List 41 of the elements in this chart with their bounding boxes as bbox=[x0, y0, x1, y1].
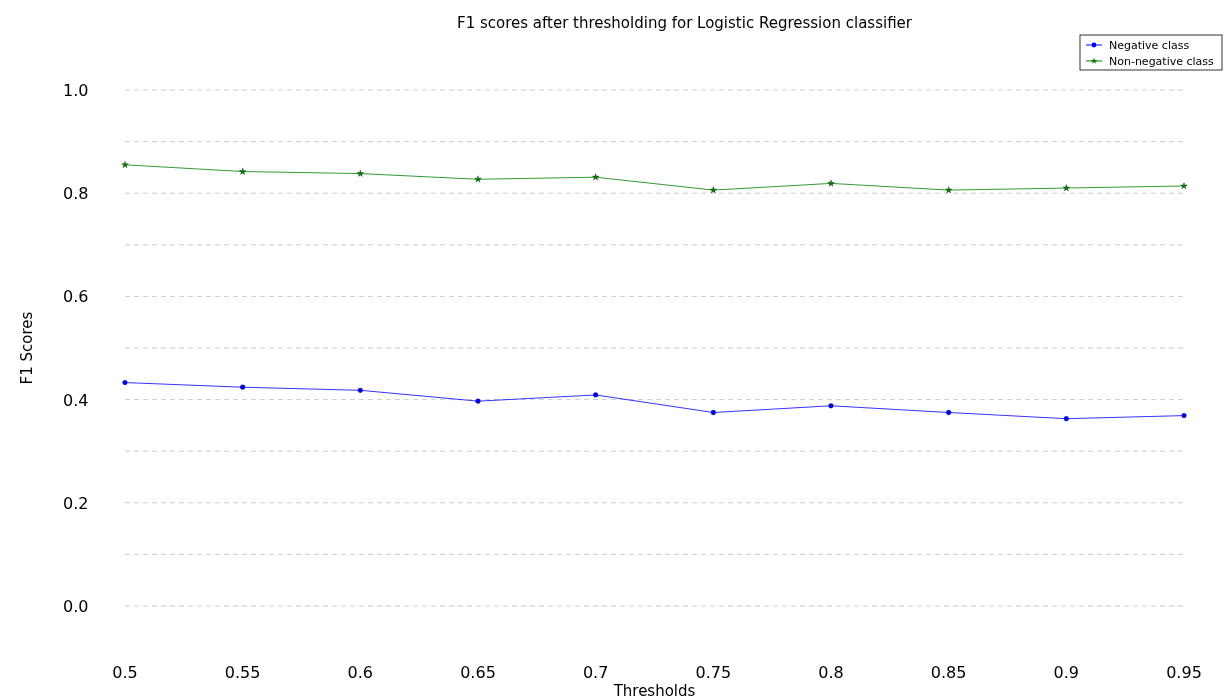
point bbox=[121, 161, 129, 168]
x-tick-label: 0.65 bbox=[460, 663, 496, 682]
point bbox=[1062, 184, 1070, 192]
y-tick-label: 0.8 bbox=[63, 184, 89, 204]
x-tick-label: 0.7 bbox=[582, 663, 609, 682]
legend-label: Non-negative class bbox=[1109, 55, 1215, 68]
x-tick-label: 0.8 bbox=[818, 663, 844, 682]
point bbox=[240, 384, 246, 390]
y-tick-label: 0.0 bbox=[63, 597, 89, 616]
y-tick-label: 0.4 bbox=[63, 390, 89, 410]
point bbox=[946, 409, 952, 416]
x-tick-label: 0.55 bbox=[224, 663, 261, 682]
x-tick-label: 0.6 bbox=[347, 663, 374, 682]
point bbox=[1181, 413, 1187, 419]
point bbox=[709, 186, 717, 194]
point bbox=[357, 387, 363, 393]
legend-label: Negative class bbox=[1109, 39, 1190, 52]
point bbox=[475, 398, 481, 404]
point bbox=[827, 179, 835, 187]
point bbox=[356, 169, 364, 177]
point bbox=[710, 409, 716, 416]
y-tick-label: 0.6 bbox=[63, 287, 89, 307]
point bbox=[592, 173, 600, 181]
y-axis-title: F1 Scores bbox=[18, 311, 36, 385]
point bbox=[945, 186, 953, 194]
point bbox=[239, 167, 247, 175]
point bbox=[1180, 182, 1188, 189]
point bbox=[828, 403, 834, 409]
chart-title: F1 scores after thresholding for Logistic Regression classifier bbox=[457, 14, 913, 32]
x-tick-label: 0.95 bbox=[1166, 663, 1202, 682]
x-tick-label: 0.85 bbox=[930, 663, 967, 682]
x-axis-title: Thresholds bbox=[612, 682, 696, 699]
x-tick-label: 0.5 bbox=[112, 663, 138, 682]
x-tick-label: 0.75 bbox=[695, 663, 732, 682]
point bbox=[593, 392, 599, 398]
point bbox=[122, 380, 128, 386]
point bbox=[474, 175, 482, 183]
y-tick-label: 1.0 bbox=[63, 81, 89, 100]
y-tick-label: 0.2 bbox=[63, 493, 89, 513]
point bbox=[1063, 416, 1069, 422]
x-tick-label: 0.9 bbox=[1053, 663, 1080, 682]
